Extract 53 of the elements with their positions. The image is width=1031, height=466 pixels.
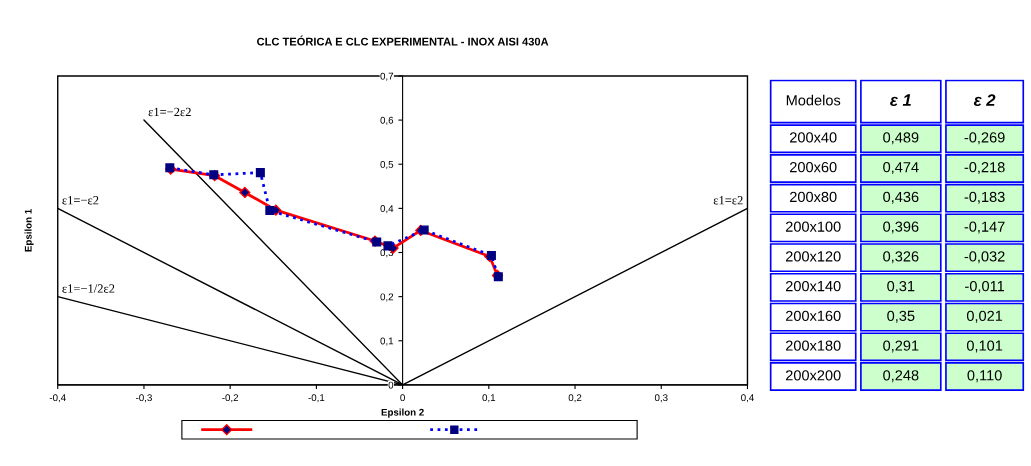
x-tick-label: 0,1 [482, 394, 496, 403]
text: 0,35 [887, 310, 915, 323]
text: -0,011 [965, 280, 1005, 293]
text: -0,269 [964, 132, 1005, 145]
text: 200x200 [785, 370, 841, 381]
chart-title: CLC TEÓRICA E CLC EXPERIMENTAL - INOX AISI 430A [257, 35, 549, 46]
y-tick-label: 0 [388, 381, 394, 389]
y-tick-label: 0,6 [380, 116, 394, 125]
x-tick-label: 0 [400, 394, 405, 402]
x-axis-title: Epsilon 2 [381, 408, 424, 418]
text: -0,147 [964, 221, 1005, 234]
text: 0,474 [883, 162, 919, 175]
y-tick-label: 0,7 [380, 72, 394, 81]
y-tick-label: 0,4 [380, 205, 394, 214]
series-label: ε1=−2ε2 [148, 107, 191, 117]
text: Modelos [786, 94, 841, 106]
text: ε 1 [890, 94, 911, 106]
series-label: ε1=−ε2 [62, 196, 99, 205]
y-tick-label: 0,5 [380, 160, 394, 169]
text: ε 2 [973, 94, 996, 106]
text: 200x160 [785, 310, 841, 322]
text: 0,396 [883, 221, 919, 234]
x-tick-label: 0,4 [741, 394, 754, 403]
text: 200x140 [785, 280, 841, 292]
text: 200x180 [785, 340, 841, 351]
x-tick-label: 0,2 [568, 394, 582, 403]
x-tick-label: -0,3 [136, 394, 152, 403]
y-tick-label: 0,1 [380, 337, 394, 346]
y-tick-label: 0,2 [380, 293, 394, 302]
text: 200x80 [790, 191, 837, 203]
text: 0,101 [966, 340, 1003, 353]
text: -0,032 [964, 251, 1005, 264]
series-label: ε1=ε2 [713, 196, 743, 205]
text: 200x60 [790, 162, 837, 173]
text: -0,183 [964, 191, 1005, 204]
text: 0,110 [967, 370, 1002, 383]
text: 0,291 [883, 340, 919, 353]
x-tick-label: -0,1 [308, 394, 325, 403]
text: 200x40 [790, 132, 837, 143]
text: 0,436 [883, 191, 919, 204]
text: 0,31 [887, 280, 915, 293]
text: 0,326 [883, 251, 919, 264]
text: -0,218 [964, 162, 1005, 175]
text: 0,248 [883, 370, 919, 383]
x-tick-label: -0,4 [49, 394, 66, 403]
text: 200x100 [785, 221, 841, 232]
text: 0,489 [883, 132, 919, 145]
y-axis-title: Epsilon 1 [24, 209, 34, 252]
series-label: ε1=−1/2ε2 [62, 284, 115, 293]
text: 0,021 [966, 310, 1003, 323]
text: 200x120 [785, 251, 841, 262]
x-tick-label: 0,3 [654, 394, 668, 403]
x-tick-label: -0,2 [222, 394, 239, 403]
